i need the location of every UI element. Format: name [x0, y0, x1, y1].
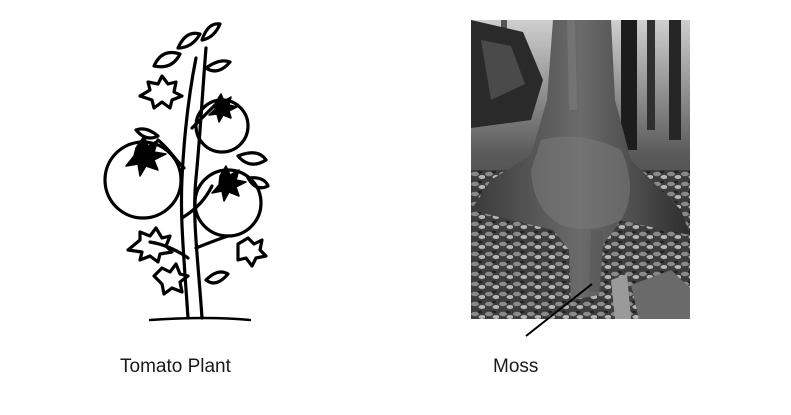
moss-pointer-line [525, 283, 593, 337]
moss-tree-photo [471, 20, 690, 319]
tomato-plant-illustration [103, 22, 270, 322]
moss-caption: Moss [493, 356, 539, 377]
tomato-plant-caption: Tomato Plant [120, 356, 231, 377]
